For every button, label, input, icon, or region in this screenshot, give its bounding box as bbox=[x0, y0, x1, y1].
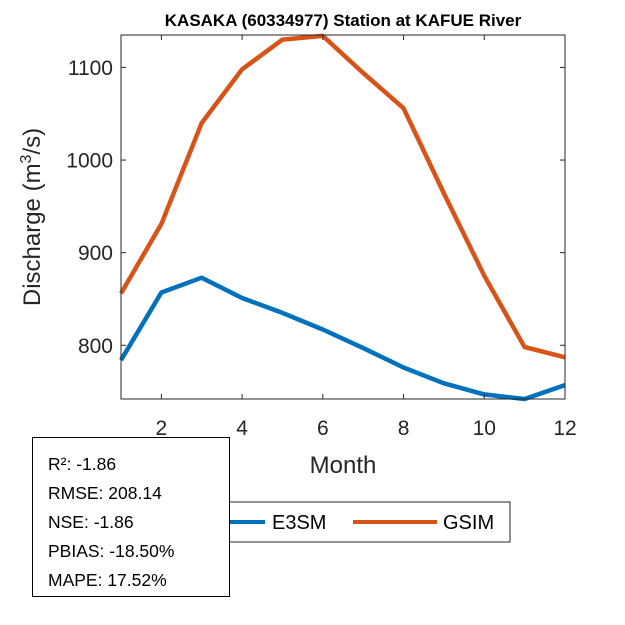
y-tick-label: 1100 bbox=[68, 57, 113, 80]
stat-mape: MAPE: 17.52% bbox=[48, 570, 167, 590]
axes-box bbox=[120, 34, 566, 400]
x-tick-label: 4 bbox=[236, 417, 248, 440]
series-layer bbox=[119, 33, 566, 402]
y-tick-label: 800 bbox=[78, 335, 113, 358]
x-tick-label: 8 bbox=[398, 417, 410, 440]
y-tick-label: 900 bbox=[78, 242, 113, 265]
x-tick-label: 12 bbox=[553, 417, 576, 440]
y-axis-label-superscript: 3 bbox=[18, 154, 35, 163]
stat-r2: R²: -1.86 bbox=[48, 454, 117, 474]
x-tick-label: 2 bbox=[156, 417, 168, 440]
stats-box: R²: -1.86 RMSE: 208.14 NSE: -1.86 PBIAS:… bbox=[32, 437, 230, 597]
plot-area bbox=[121, 35, 565, 399]
stat-rmse: RMSE: 208.14 bbox=[48, 483, 162, 503]
series-line-e3sm bbox=[119, 275, 566, 402]
x-tick-label: 10 bbox=[473, 417, 496, 440]
chart-title: KASAKA (60334977) Station at KAFUE River bbox=[165, 11, 522, 30]
y-axis-label-suffix: /s) bbox=[19, 128, 46, 155]
y-axis-label: Discharge (m3/s) bbox=[18, 128, 46, 306]
legend-label-gsim: GSIM bbox=[443, 512, 494, 534]
legend-label-e3sm: E3SM bbox=[272, 512, 326, 534]
series-line-gsim bbox=[119, 33, 566, 360]
y-axis-label-prefix: Discharge (m bbox=[19, 163, 46, 306]
stat-nse: NSE: -1.86 bbox=[48, 512, 134, 532]
x-axis-label: Month bbox=[310, 452, 377, 479]
y-tick-label: 1000 bbox=[66, 150, 113, 173]
axes-layer: 2 4 6 8 10 12 800 900 1000 1100 bbox=[66, 34, 577, 440]
x-tick-label: 6 bbox=[317, 417, 329, 440]
legend: E3SM GSIM bbox=[179, 501, 511, 543]
stat-pbias: PBIAS: -18.50% bbox=[48, 541, 175, 561]
